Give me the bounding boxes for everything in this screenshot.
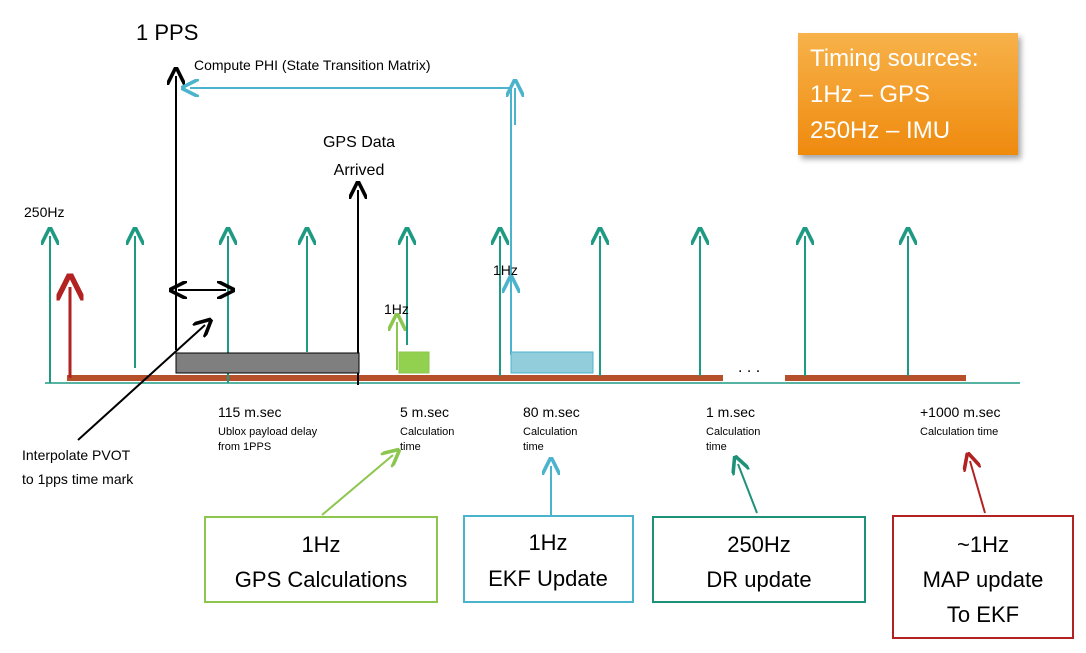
imu-ticks [50, 236, 908, 383]
box-line: EKF Update [488, 566, 608, 591]
timing-sources-line: 1Hz – GPS [810, 81, 930, 108]
timing-value: 5 m.sec [400, 404, 449, 420]
gps-calc-bar [398, 351, 430, 374]
compute-phi-label: Compute PHI (State Transition Matrix) [194, 57, 431, 73]
timing-labels: 115 m.sec Ublox payload delay from 1PPS … [218, 404, 1001, 453]
timing-sub: time [706, 441, 727, 453]
gps-payload-bar [175, 352, 360, 374]
gps-calc-callout-arrow [321, 455, 393, 516]
label-1hz-blue: 1Hz [493, 262, 518, 278]
interpolate-label: to 1pps time mark [22, 471, 134, 487]
timing-sub: Calculation [400, 426, 454, 438]
ellipsis: . . . [738, 359, 760, 376]
compute-phi-arrow [190, 88, 512, 355]
timing-sub: time [523, 441, 544, 453]
title-1pps: 1 PPS [136, 20, 198, 45]
timing-sub: from 1PPS [218, 441, 271, 453]
box-line: To EKF [947, 602, 1019, 627]
timing-sub: time [400, 441, 421, 453]
box-line: DR update [706, 567, 811, 592]
interpolate-label: Interpolate PVOT [22, 447, 131, 463]
timing-sources-box [798, 33, 1018, 155]
dr-update-box: 250Hz DR update [652, 516, 866, 603]
interpolate-arrow [77, 325, 205, 441]
ekf-bar [510, 351, 594, 374]
box-line: 1Hz [301, 532, 340, 557]
gps-data-arrived-label: GPS Data [323, 134, 395, 151]
timing-sub: Calculation [706, 426, 760, 438]
timing-value: 1 m.sec [706, 404, 755, 420]
timing-sub: Calculation time [920, 426, 998, 438]
timing-sub: Calculation [523, 426, 577, 438]
label-250hz: 250Hz [24, 204, 64, 220]
timing-value: 115 m.sec [218, 404, 282, 420]
gps-calculations-box: 1Hz GPS Calculations [204, 516, 438, 603]
timing-sources-legend: Timing sources: 1Hz – GPS 250Hz – IMU [798, 33, 1018, 155]
label-1hz-green: 1Hz [384, 301, 409, 317]
box-line: MAP update [923, 567, 1044, 592]
box-line: 1Hz [528, 530, 567, 555]
box-line: GPS Calculations [235, 567, 407, 592]
map-callout-arrow [970, 461, 986, 514]
timing-sources-line: 250Hz – IMU [810, 117, 950, 144]
box-line: 250Hz [727, 532, 791, 557]
timing-sub: Ublox payload delay [218, 426, 318, 438]
timing-value: +1000 m.sec [920, 404, 1001, 420]
timing-sources-line: Timing sources: [810, 45, 979, 72]
ekf-update-box: 1Hz EKF Update [463, 515, 634, 603]
gps-data-arrived-label: Arrived [334, 162, 385, 179]
box-line: ~1Hz [957, 532, 1009, 557]
map-update-box: ~1Hz MAP update To EKF [892, 515, 1074, 639]
timing-value: 80 m.sec [523, 404, 580, 420]
dr-callout-arrow [738, 464, 758, 514]
